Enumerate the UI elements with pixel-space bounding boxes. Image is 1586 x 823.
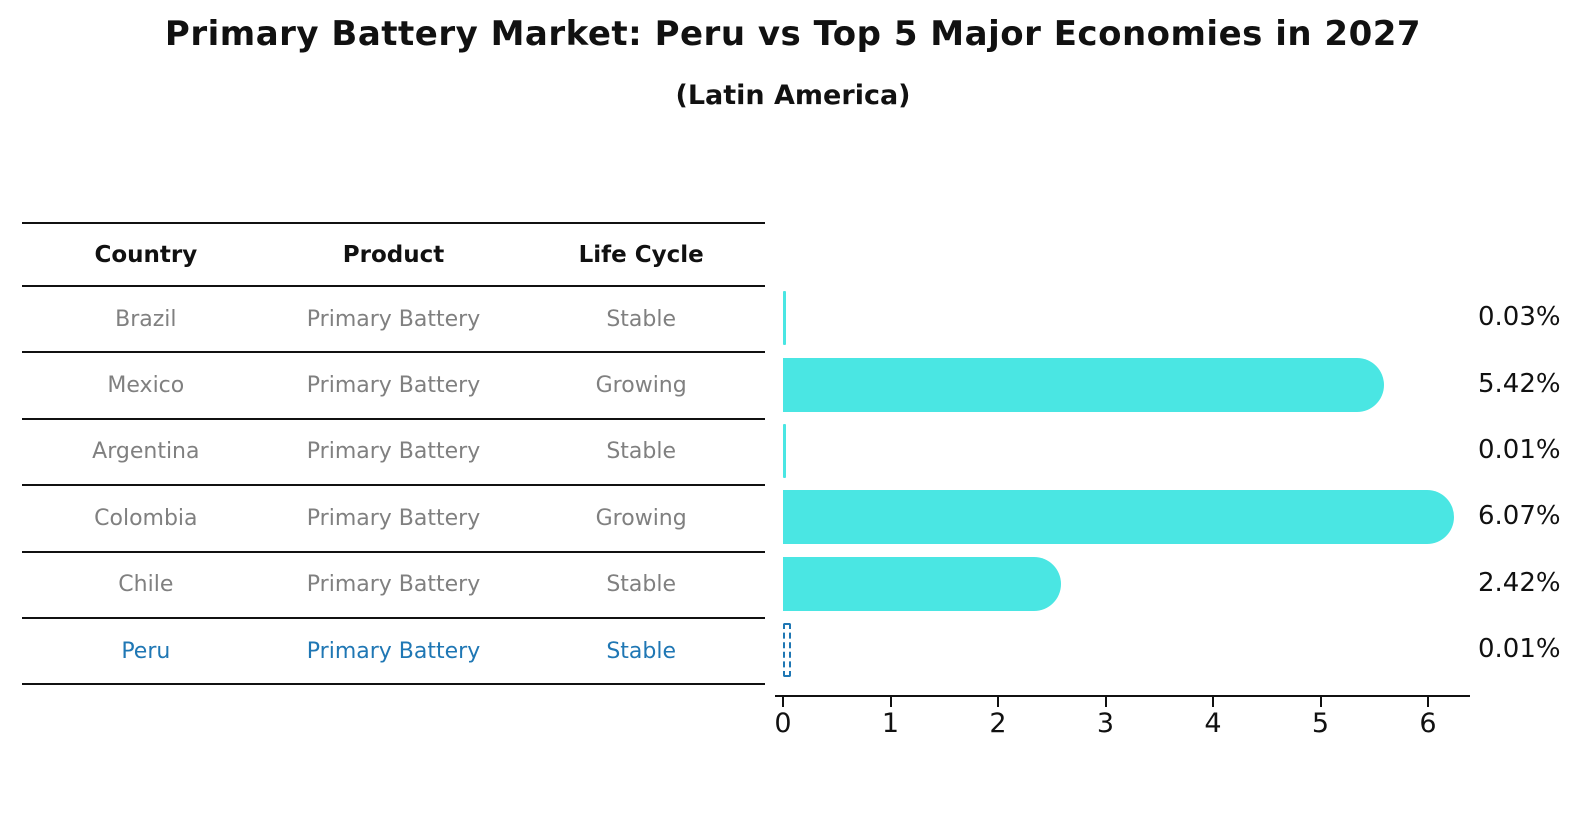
cell-life-cycle: Growing bbox=[595, 373, 687, 399]
x-axis-tick-label: 4 bbox=[1204, 708, 1222, 739]
bar-value-label: 0.03% bbox=[1478, 302, 1561, 333]
x-axis-tick-label: 0 bbox=[774, 708, 792, 739]
cell-country: Brazil bbox=[115, 306, 177, 332]
table-row: Chile Primary Battery Stable bbox=[22, 553, 765, 619]
cell-life-cycle: Stable bbox=[606, 306, 677, 332]
col-header-life-cycle: Life Cycle bbox=[578, 241, 704, 268]
bar-colombia bbox=[783, 490, 1454, 545]
bar-highlight-peru bbox=[783, 623, 791, 678]
x-axis-tick bbox=[1427, 697, 1429, 707]
bar-value-label: 2.42% bbox=[1478, 567, 1561, 598]
cell-product: Primary Battery bbox=[306, 572, 481, 598]
cell-product: Primary Battery bbox=[306, 505, 481, 531]
x-axis-tick bbox=[889, 697, 892, 707]
table-row: Colombia Primary Battery Growing bbox=[22, 486, 765, 553]
cell-product: Primary Battery bbox=[306, 439, 481, 465]
x-axis-tick-label: 6 bbox=[1419, 708, 1437, 739]
table-row: Argentina Primary Battery Stable bbox=[22, 420, 765, 487]
cell-product: Primary Battery bbox=[306, 373, 481, 399]
cell-life-cycle: Growing bbox=[595, 505, 687, 531]
bar-value-label: 0.01% bbox=[1478, 435, 1561, 465]
col-header-country: Country bbox=[94, 241, 198, 268]
table-row: Mexico Primary Battery Growing bbox=[22, 353, 765, 420]
chart-subtitle: (Latin America) bbox=[675, 80, 911, 111]
cell-life-cycle: Stable bbox=[606, 572, 677, 598]
x-axis-tick bbox=[1104, 697, 1107, 707]
cell-life-cycle: Stable bbox=[606, 439, 677, 465]
cell-country: Peru bbox=[121, 638, 171, 664]
table-header-row: Country Product Life Cycle bbox=[22, 222, 765, 287]
chart-title: Primary Battery Market: Peru vs Top 5 Ma… bbox=[164, 14, 1422, 54]
cell-product: Primary Battery bbox=[306, 638, 481, 664]
cell-country: Argentina bbox=[92, 439, 200, 465]
x-axis-spine bbox=[775, 695, 1470, 697]
table-row: Peru Primary Battery Stable bbox=[22, 619, 765, 686]
bar-value-label: 5.42% bbox=[1478, 368, 1561, 399]
cell-country: Colombia bbox=[94, 505, 198, 531]
cell-product: Primary Battery bbox=[306, 306, 481, 332]
cell-country: Chile bbox=[118, 572, 174, 598]
x-axis-tick bbox=[997, 697, 999, 707]
table-row: Brazil Primary Battery Stable bbox=[22, 287, 765, 354]
table-body: Brazil Primary Battery Stable Mexico Primary… bbox=[22, 287, 765, 686]
data-table: Country Product Life Cycle Brazil Primary… bbox=[22, 222, 765, 686]
x-axis-tick-label: 3 bbox=[1096, 708, 1115, 739]
x-axis-tick bbox=[1319, 697, 1322, 707]
bar-chile bbox=[783, 556, 1062, 611]
bar-brazil bbox=[783, 291, 787, 346]
x-axis-tick bbox=[1212, 697, 1214, 707]
cell-life-cycle: Stable bbox=[606, 638, 677, 664]
bar-mexico bbox=[783, 357, 1384, 412]
col-header-product: Product bbox=[342, 241, 445, 268]
bar-value-label: 0.01% bbox=[1478, 634, 1561, 665]
x-axis-tick-label: 2 bbox=[989, 708, 1007, 739]
bar-value-label: 6.07% bbox=[1478, 501, 1561, 532]
x-axis-tick bbox=[782, 697, 784, 707]
x-axis-tick-label: 1 bbox=[881, 708, 900, 739]
bar-argentina bbox=[783, 424, 786, 478]
x-axis-tick-label: 5 bbox=[1311, 708, 1330, 739]
cell-country: Mexico bbox=[107, 373, 185, 399]
